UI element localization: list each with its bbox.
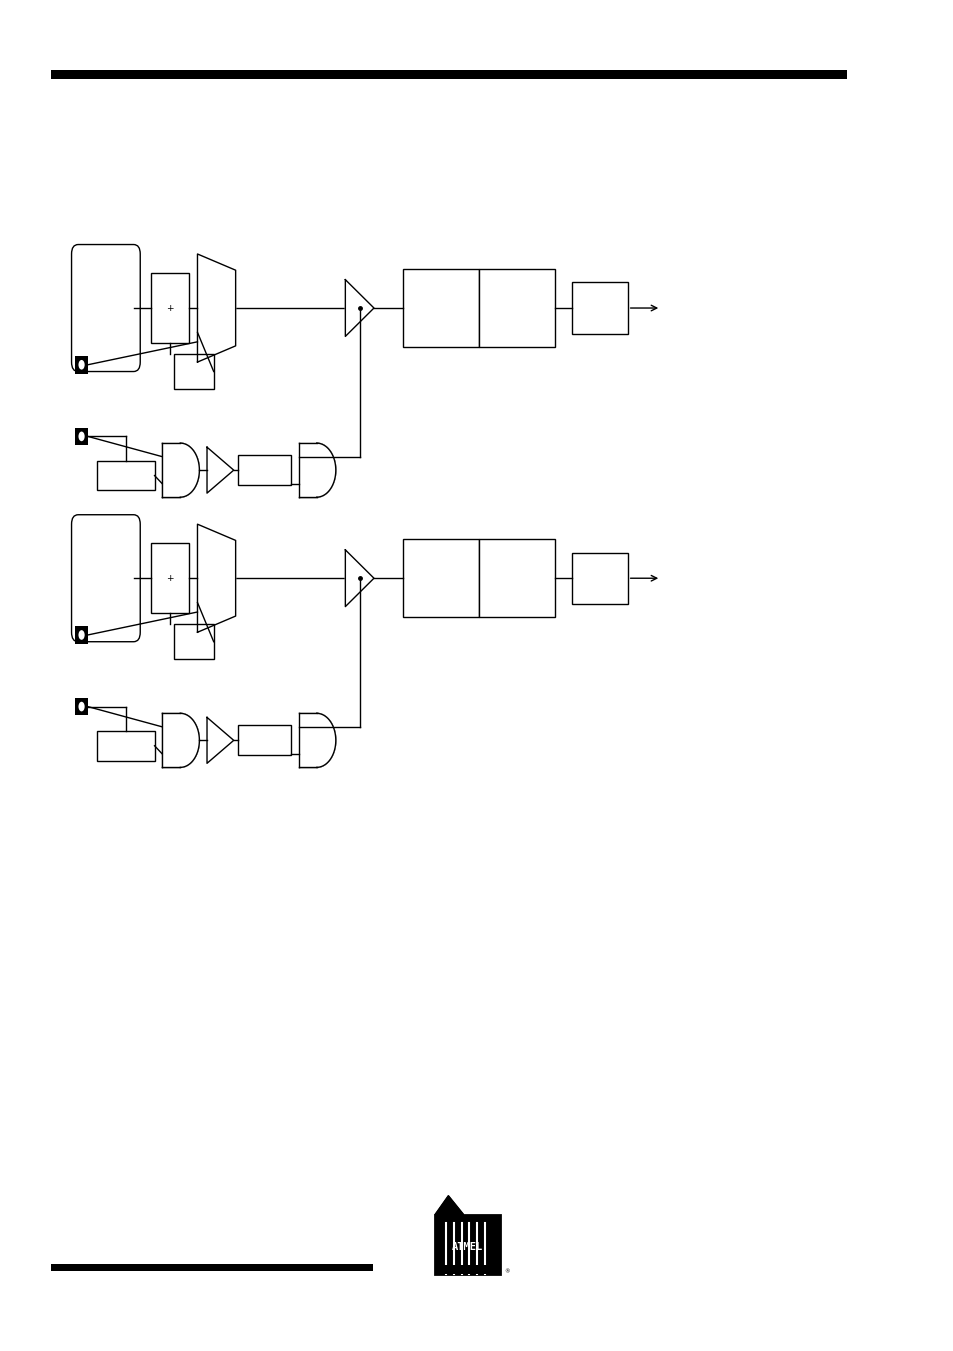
Bar bbox=[151, 543, 189, 613]
Text: +: + bbox=[166, 304, 173, 312]
Bar bbox=[173, 354, 213, 389]
Bar bbox=[478, 539, 555, 617]
Polygon shape bbox=[345, 550, 374, 607]
Bar bbox=[402, 539, 478, 617]
Bar bbox=[173, 624, 213, 659]
Text: ®: ® bbox=[504, 1269, 510, 1274]
Text: +: + bbox=[166, 574, 173, 582]
Ellipse shape bbox=[78, 359, 85, 370]
Bar bbox=[238, 455, 291, 485]
Polygon shape bbox=[197, 524, 235, 632]
FancyBboxPatch shape bbox=[71, 515, 140, 642]
Bar bbox=[75, 355, 88, 373]
Bar bbox=[75, 698, 88, 716]
Bar bbox=[402, 269, 478, 347]
Polygon shape bbox=[162, 443, 199, 497]
Polygon shape bbox=[197, 254, 235, 362]
Bar bbox=[572, 282, 627, 334]
Bar bbox=[75, 427, 88, 444]
Polygon shape bbox=[298, 713, 335, 767]
Bar bbox=[97, 731, 154, 761]
Bar bbox=[75, 627, 88, 644]
Polygon shape bbox=[298, 443, 335, 497]
Polygon shape bbox=[207, 447, 233, 493]
Ellipse shape bbox=[78, 701, 85, 712]
Text: ATMEL: ATMEL bbox=[452, 1242, 482, 1252]
Bar bbox=[51, 1265, 373, 1270]
Bar bbox=[572, 553, 627, 604]
Bar bbox=[478, 269, 555, 347]
Polygon shape bbox=[435, 1196, 463, 1215]
Bar bbox=[97, 461, 154, 490]
Bar bbox=[151, 273, 189, 343]
Polygon shape bbox=[207, 717, 233, 763]
FancyBboxPatch shape bbox=[71, 245, 140, 372]
FancyBboxPatch shape bbox=[435, 1215, 499, 1274]
Bar bbox=[51, 70, 846, 78]
Ellipse shape bbox=[78, 431, 85, 442]
Bar bbox=[435, 1265, 499, 1274]
Polygon shape bbox=[345, 280, 374, 336]
Bar bbox=[238, 725, 291, 755]
Ellipse shape bbox=[78, 630, 85, 640]
Polygon shape bbox=[162, 713, 199, 767]
